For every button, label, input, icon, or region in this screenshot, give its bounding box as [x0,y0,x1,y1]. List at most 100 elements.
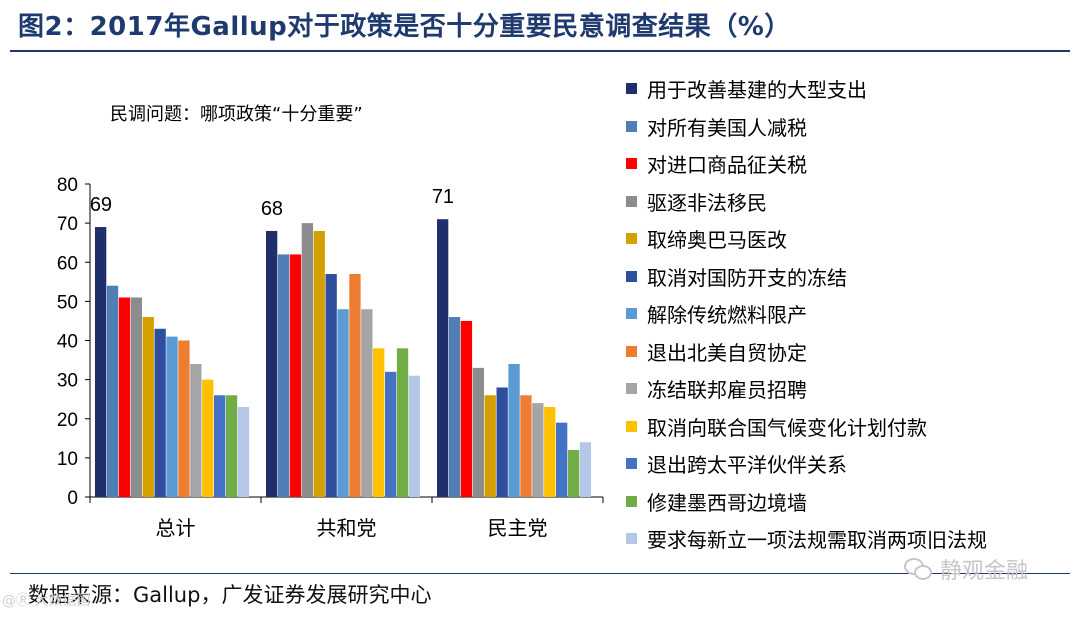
y-tick-label: 10 [57,449,78,470]
y-tick-label: 60 [57,253,78,274]
legend-label: 取消向联合国气候变化计划付款 [647,415,927,440]
bar [106,285,119,497]
legend-swatch [626,345,637,357]
bar [118,297,131,497]
legend-swatch [626,270,637,282]
legend-item: 修建墨西哥边境墙 [626,483,1076,521]
bar [361,309,373,497]
y-tick-label: 80 [57,175,78,196]
bar [166,336,178,497]
legend-label: 退出跨太平洋伙伴关系 [647,453,847,478]
bar [190,363,202,497]
bar [237,407,250,497]
legend-label: 用于改善基建的大型支出 [647,78,867,103]
bar [496,387,508,497]
bar [266,230,278,497]
bar [130,297,142,497]
bar [289,254,302,497]
watermark-left: @Ⓡ 大数据国 [2,593,91,609]
bar [396,348,409,497]
data-label: 68 [261,198,283,220]
bar [508,363,520,497]
legend-item: 驱逐非法移民 [626,183,1076,221]
legend-label: 要求每新立一项法规需取消两项旧法规 [647,528,987,553]
bar [225,395,238,497]
chart-subtitle: 民调问题：哪项政策“十分重要” [110,104,363,125]
bar [484,395,496,497]
legend-label: 修建墨西哥边境墙 [647,490,807,515]
bar [579,442,592,497]
watermark-text: 静观金融 [940,559,1029,584]
bar [373,348,385,497]
watermark: 静观金融 [904,553,1028,585]
bar [178,340,190,497]
bar [567,450,580,497]
footer-divider [10,573,1070,574]
bar [556,422,568,497]
legend-item: 冻结联邦雇员招聘 [626,370,1076,408]
legend-label: 取消对国防开支的冻结 [647,265,847,290]
legend-item: 取消对国防开支的冻结 [626,258,1076,296]
legend-item: 对所有美国人减税 [626,108,1076,146]
bar [202,379,214,498]
legend-swatch [626,420,637,432]
y-tick-label: 20 [57,410,78,431]
x-tick-label: 民主党 [488,516,548,540]
title-divider [10,50,1070,52]
bar [154,328,166,497]
legend-swatch [626,533,637,545]
legend-label: 冻结联邦雇员招聘 [647,378,807,403]
bar [385,371,397,497]
legend-swatch [626,495,637,507]
y-tick-label: 30 [57,371,78,392]
data-source: 数据来源：Gallup，广发证券发展研究中心 [28,583,432,607]
bar [337,309,349,497]
bar [472,367,484,497]
legend-item: 用于改善基建的大型支出 [626,70,1076,108]
legend-swatch [626,120,637,132]
x-tick-label: 共和党 [317,516,377,540]
legend-swatch [626,458,637,470]
legend-label: 取缔奥巴马医改 [647,228,787,253]
data-label: 69 [90,194,112,216]
legend-swatch [626,233,637,245]
legend-item: 取消向联合国气候变化计划付款 [626,408,1076,446]
legend-item: 对进口商品征关税 [626,145,1076,183]
wechat-icon [904,558,934,580]
legend-item: 解除传统燃料限产 [626,295,1076,333]
legend-label: 对进口商品征关税 [647,153,807,178]
legend-label: 对所有美国人减税 [647,115,807,140]
x-tick-label: 总计 [156,516,196,540]
bar [142,317,154,497]
legend-label: 退出北美自贸协定 [647,340,807,365]
legend-swatch [626,195,637,207]
bar [313,230,325,497]
y-tick-label: 70 [57,214,78,235]
bar-chart: 0 10 20 30 40 50 60 70 80 69 总计 68 共和党 71 民主党 [57,175,604,540]
bar [214,395,226,497]
bar [349,273,361,497]
legend-item: 退出跨太平洋伙伴关系 [626,445,1076,483]
page-title: 图2：2017年Gallup对于政策是否十分重要民意调查结果（%） [18,12,791,42]
legend-swatch [626,83,637,95]
bar [544,407,556,497]
y-tick-label: 0 [67,488,78,509]
bar [325,273,337,497]
bar [448,317,461,497]
legend-swatch [626,383,637,395]
legend-item: 取缔奥巴马医改 [626,220,1076,258]
bar [95,227,107,498]
y-tick-label: 50 [57,292,78,313]
y-tick-label: 40 [57,332,78,353]
bar [460,320,473,497]
chart-legend: 用于改善基建的大型支出 对所有美国人减税 对进口商品征关税 驱逐非法移民 取缔奥巴马医改… [626,70,1076,558]
bar [408,375,421,497]
data-label: 71 [432,186,454,208]
bar [277,254,290,497]
bar [532,403,544,497]
legend-label: 驱逐非法移民 [647,190,767,215]
legend-swatch [626,308,637,320]
legend-label: 解除传统燃料限产 [647,303,807,328]
bar [520,395,532,497]
bar [437,219,449,497]
